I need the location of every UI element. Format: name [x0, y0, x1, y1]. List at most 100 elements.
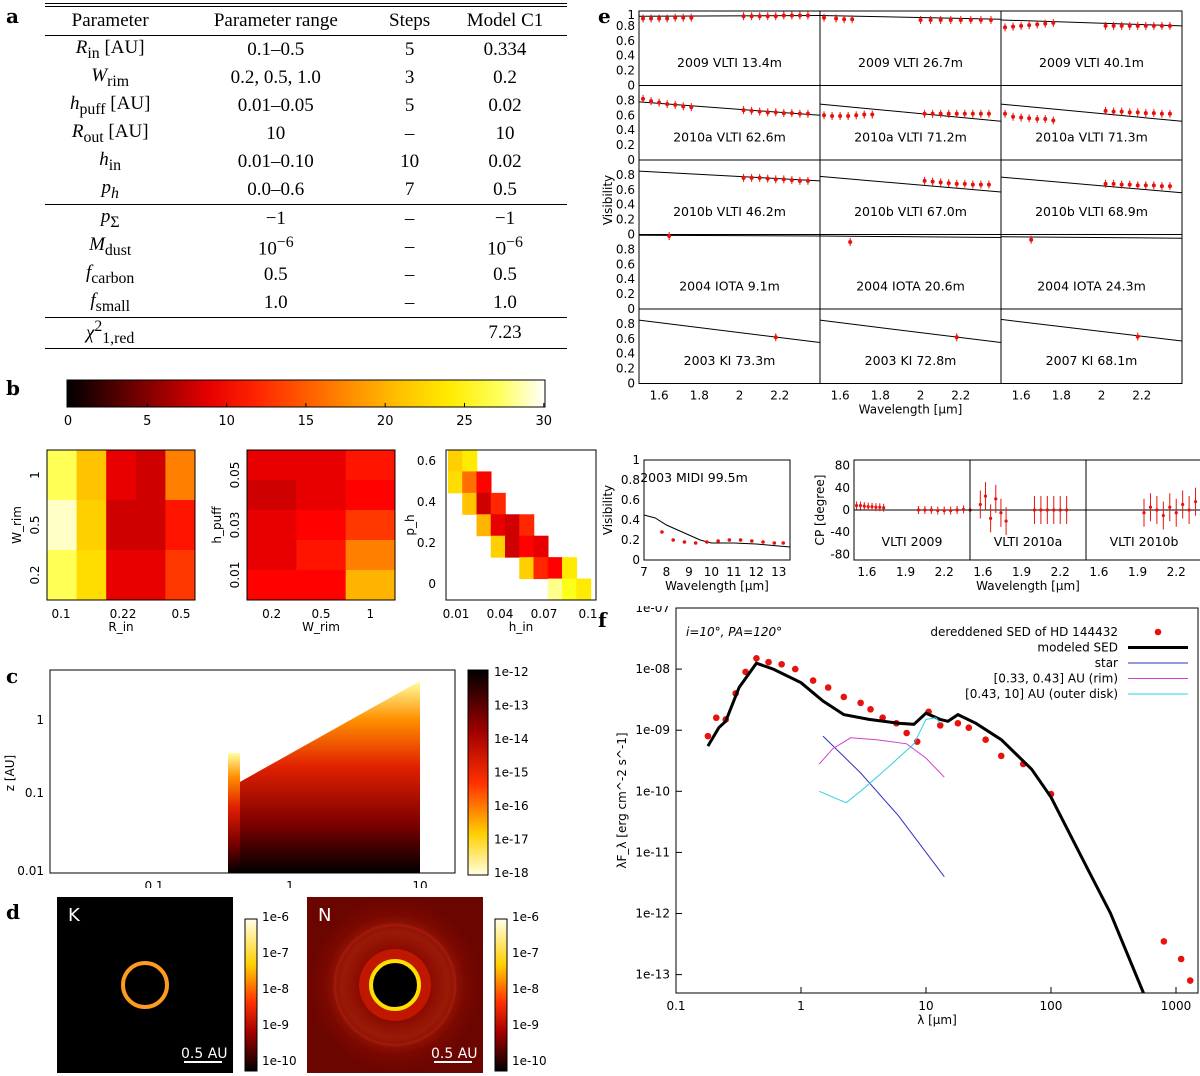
midi-point — [772, 541, 777, 545]
k-cbar-label: 1e-9 — [262, 1018, 289, 1032]
heatmap3-cell — [505, 514, 520, 537]
heatmap-cell — [135, 450, 166, 501]
colorbar-tick-label: 10 — [218, 414, 235, 429]
cell-steps: 3 — [404, 67, 415, 88]
legend-label: modeled SED — [1037, 641, 1118, 655]
heatmap3-cell — [505, 535, 520, 558]
cp-ylabel: CP [degree] — [813, 475, 827, 546]
cell-parameter: pΣ — [45, 204, 176, 233]
vis-ytick: 0.4 — [616, 198, 635, 212]
vis-ytick: 0 — [627, 79, 635, 93]
visibility-point — [1051, 20, 1056, 25]
visibility-point — [928, 17, 933, 22]
sed-data-point — [879, 714, 886, 722]
sed-data-point — [954, 719, 962, 727]
panel-c-cbar-label: 1e-15 — [494, 766, 529, 780]
heatmap3-cell — [462, 450, 478, 472]
cp-xtick: 1.9 — [1128, 565, 1147, 579]
visibility-subplot — [1000, 234, 1183, 310]
legend-label: dereddened SED of HD 144432 — [930, 625, 1118, 639]
cell-model: 0.02 — [488, 95, 522, 116]
model-visibility-line — [819, 14, 1002, 20]
vis-ytick: 0.6 — [616, 332, 635, 346]
table-row: Mdust 10−6 – 10−6 — [45, 233, 567, 261]
heatmap-cell — [76, 500, 107, 551]
visibility-subplot — [819, 85, 1002, 161]
heatmap-ytick: 1 — [28, 471, 42, 479]
visibility-point — [673, 15, 678, 20]
heatmap-cell — [106, 500, 137, 551]
model-visibility-line — [819, 175, 1002, 193]
heatmap3-cell — [533, 535, 549, 558]
visibility-subplot — [819, 10, 1002, 86]
cp-point — [866, 505, 870, 509]
visibility-point — [1119, 23, 1124, 28]
cp-point — [878, 505, 882, 509]
heatmap-cell — [165, 450, 196, 501]
colorbar-tick-label: 30 — [536, 414, 553, 429]
visibility-point — [822, 113, 827, 118]
visibility-subplot — [1000, 10, 1183, 86]
visibility-point — [918, 17, 923, 22]
visibility-point — [1011, 114, 1016, 119]
cp-point — [1168, 505, 1172, 509]
heatmap-xtick: 1 — [367, 607, 375, 621]
sed-xtick: 1 — [797, 999, 805, 1013]
visibility-point — [641, 16, 646, 21]
heatmap-cell — [345, 450, 396, 481]
cp-point — [1039, 508, 1043, 512]
heatmap3-cell — [490, 514, 506, 537]
sed-data-point — [867, 705, 874, 713]
cp-point — [1065, 508, 1069, 512]
sed-data-point — [982, 736, 989, 743]
subplot-label: 2004 IOTA 9.1m — [679, 279, 780, 294]
visibility-point — [1151, 23, 1156, 28]
cell-range: 0.01–0.05 — [237, 95, 314, 116]
vis-ytick: 1 — [627, 8, 635, 22]
midi-point — [750, 539, 754, 543]
vis-ytick: 0.4 — [616, 347, 635, 361]
visibility-point — [1003, 111, 1008, 116]
cp-point — [1155, 508, 1159, 512]
colorbar-tick-label: 15 — [298, 414, 315, 429]
cp-point — [994, 497, 998, 501]
panel-d-figure: K 0.5 AU 1e-6 1e-7 1e-8 1e-9 1e-10 N 0.5 AU 1e-6 1… — [57, 897, 547, 1073]
cell-steps: – — [376, 204, 443, 233]
col-header-parameter: Parameter — [45, 6, 176, 36]
visibility-point — [741, 14, 746, 19]
heatmap3-cell — [462, 471, 478, 494]
table-row: Wrim 0.2, 0.5, 1.0 3 0.2 — [45, 64, 567, 92]
cp-point — [1142, 511, 1146, 515]
midi-xtick: 10 — [704, 565, 719, 579]
table-top-rule — [45, 3, 567, 4]
panel-c-xlabel: x [AU] — [236, 887, 273, 888]
heatmap-cell — [165, 500, 196, 551]
vis-ytick: 0.8 — [616, 93, 635, 107]
cell-range: 0.0–0.6 — [247, 179, 305, 200]
cell-model: 0.02 — [488, 151, 522, 172]
midi-ylabel: Visibility — [601, 485, 615, 535]
midi-ytick: 0.8 — [621, 473, 640, 487]
n-ring — [369, 959, 421, 1011]
cell-steps: – — [404, 292, 415, 313]
cp-point — [858, 503, 863, 508]
visibility-point — [757, 175, 762, 180]
cp-point — [1174, 511, 1178, 515]
cp-point — [989, 516, 993, 520]
visibility-point — [1127, 110, 1132, 115]
heatmap3-cell — [448, 471, 463, 494]
midi-point — [705, 540, 709, 544]
visibility-point — [765, 176, 770, 181]
vis-xtick: 2.2 — [770, 389, 789, 403]
heatmap-cell — [345, 510, 396, 541]
cp-point — [936, 508, 940, 513]
vis-ytick: 0.6 — [616, 34, 635, 48]
visibility-point — [1103, 181, 1108, 186]
heatmap-xlabel: R_in — [108, 620, 133, 634]
vis-ytick: 0.2 — [616, 64, 635, 78]
visibility-point — [834, 16, 839, 21]
sed-xtick: 10 — [918, 999, 933, 1013]
model-visibility-line — [638, 14, 821, 17]
visibility-point — [781, 111, 786, 116]
cell-model: 10 — [495, 123, 515, 144]
